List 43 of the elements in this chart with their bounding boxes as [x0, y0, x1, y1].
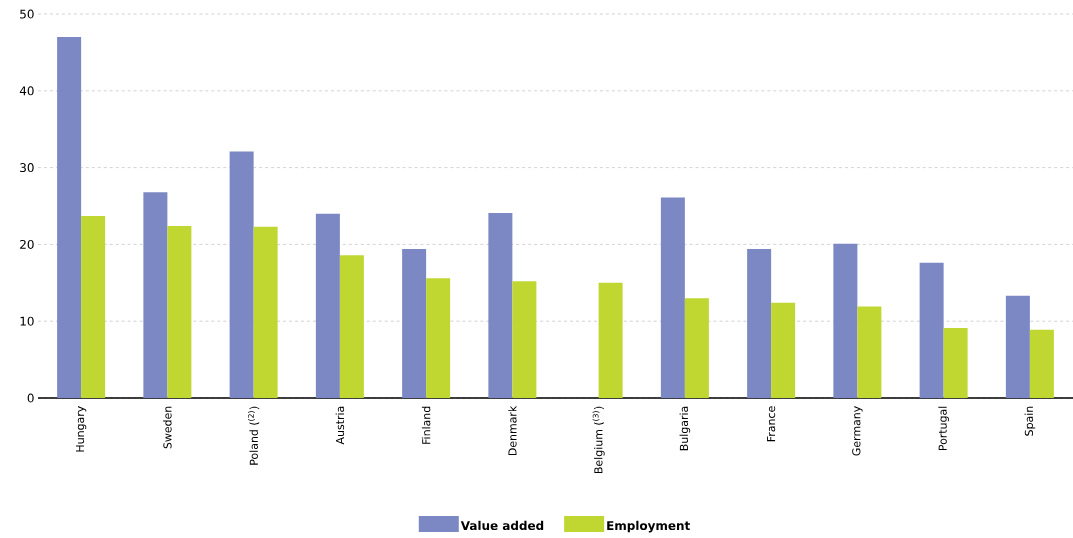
bar — [402, 249, 427, 398]
x-tick-label: France — [767, 406, 776, 442]
bar — [1005, 295, 1030, 398]
y-tick-label: 10 — [20, 316, 34, 326]
y-tick-label: 50 — [20, 9, 34, 19]
x-tick-label: Spain — [1024, 406, 1036, 436]
bar — [488, 212, 513, 398]
bar — [426, 278, 451, 398]
x-tick-label: Belgium ($^{(3)}$) — [592, 406, 605, 474]
bar — [339, 255, 364, 398]
bar — [598, 282, 623, 398]
bar — [943, 328, 968, 398]
bar — [660, 197, 685, 398]
x-tick-label: Poland ($^{(2)}$) — [248, 406, 260, 465]
y-tick-label: 40 — [19, 86, 34, 96]
bar — [1029, 329, 1054, 398]
y-tick-label: 20 — [20, 239, 34, 249]
x-tick-label: Denmark — [508, 405, 517, 456]
bar — [833, 243, 858, 398]
x-tick-label: Hungary — [75, 406, 87, 452]
bar — [512, 281, 537, 398]
y-tick-label: 30 — [20, 163, 34, 173]
x-tick-label: Sweden — [163, 406, 172, 449]
x-tick-label: Finland — [421, 406, 431, 444]
x-tick-label: Bulgaria — [679, 406, 691, 451]
legend-label: Employment — [607, 520, 690, 533]
x-tick-label: Austria — [335, 406, 345, 445]
legend-label: Value added — [460, 520, 544, 531]
bar — [315, 213, 340, 398]
bar — [229, 151, 254, 398]
bar — [143, 192, 168, 398]
x-tick-label: Germany — [852, 406, 863, 456]
y-tick-label: 0 — [27, 393, 34, 403]
bar — [747, 249, 772, 398]
bar — [81, 215, 106, 398]
bar — [771, 302, 796, 398]
bar — [167, 225, 192, 398]
bar — [684, 298, 709, 398]
bar — [919, 262, 944, 398]
bar — [253, 226, 278, 398]
bar — [857, 306, 882, 398]
x-tick-label: Portugal — [938, 406, 949, 451]
bar — [57, 37, 82, 398]
